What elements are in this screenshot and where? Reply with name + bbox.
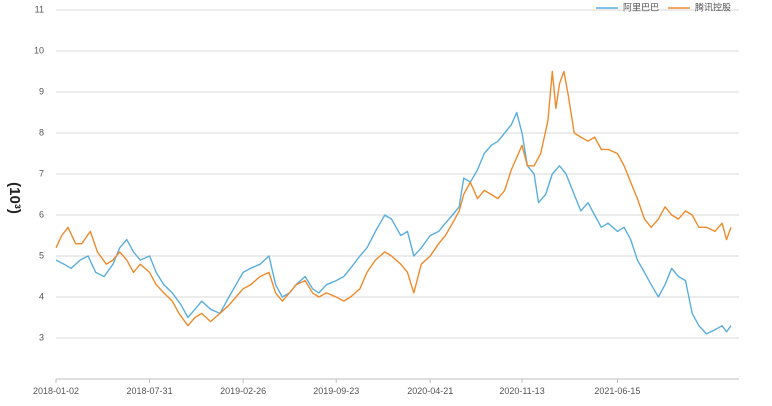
y-tick-label: 9 bbox=[39, 86, 44, 96]
y-tick-label: 4 bbox=[39, 291, 44, 301]
series-lines bbox=[55, 70, 732, 335]
x-tick-label: 2020-04-21 bbox=[407, 386, 453, 396]
series-line-1 bbox=[55, 70, 732, 327]
x-tick-label: 2020-11-13 bbox=[499, 386, 544, 396]
y-tick-label: 5 bbox=[39, 250, 44, 260]
y-tick-label: 11 bbox=[35, 4, 44, 14]
x-tick-label: 2021-06-15 bbox=[594, 386, 640, 396]
y-tick-label: 3 bbox=[39, 332, 44, 342]
y-axis-title: (10³) bbox=[6, 182, 23, 214]
legend-label-1: 腾讯控股 bbox=[695, 1, 731, 12]
gridlines bbox=[56, 9, 739, 380]
series-line-0 bbox=[55, 111, 732, 335]
x-tick-label: 2019-02-26 bbox=[220, 386, 266, 396]
x-tick-label: 2018-01-02 bbox=[33, 386, 79, 396]
x-tick-labels: 2018-01-02 2018-07-31 2019-02-26 2019-09-23… bbox=[33, 379, 640, 396]
y-tick-label: 10 bbox=[34, 45, 44, 55]
legend-label-0: 阿里巴巴 bbox=[623, 2, 659, 12]
y-tick-label: 8 bbox=[39, 127, 44, 137]
legend: 阿里巴巴 腾讯控股 bbox=[596, 1, 731, 12]
y-tick-label: 6 bbox=[39, 209, 44, 219]
x-tick-label: 2018-07-31 bbox=[127, 386, 173, 396]
x-tick-label: 2019-09-23 bbox=[313, 386, 359, 396]
y-tick-label: 7 bbox=[39, 168, 44, 178]
y-tick-labels: 3 4 5 6 7 8 9 10 11 bbox=[34, 4, 44, 342]
